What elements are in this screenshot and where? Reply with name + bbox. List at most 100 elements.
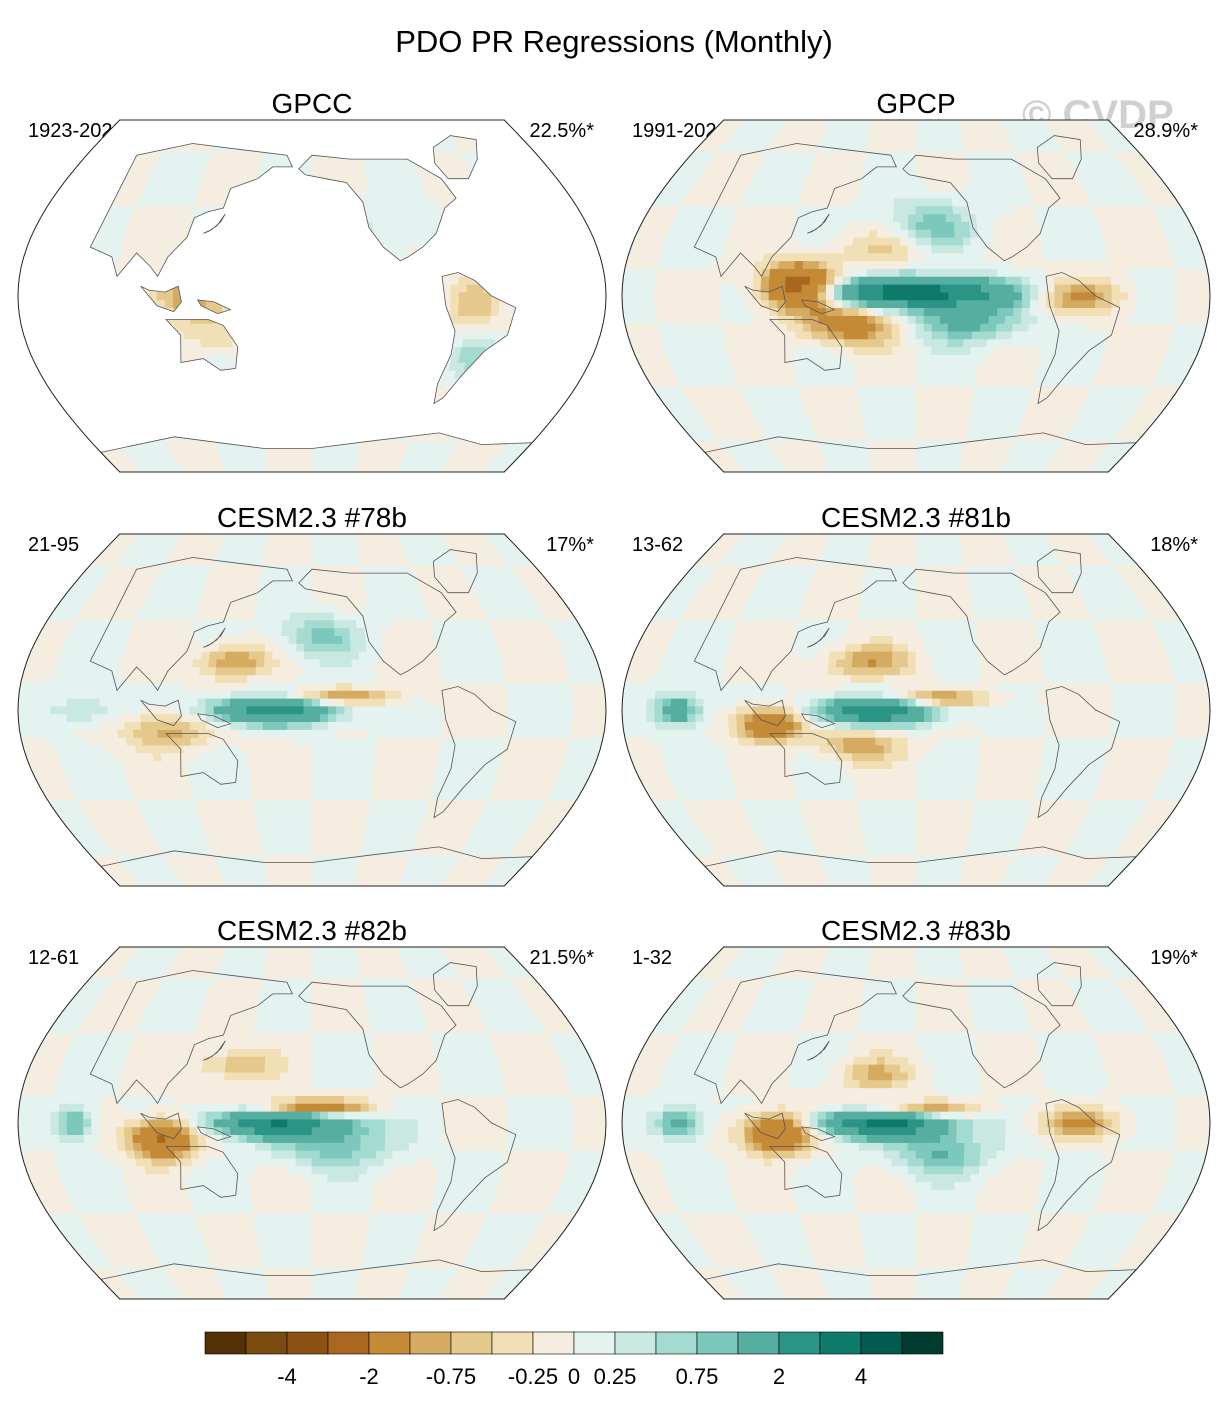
field-cell <box>646 307 657 316</box>
field-cell <box>835 330 845 340</box>
field-cell <box>842 299 852 308</box>
field-cell <box>817 284 827 293</box>
field-cell <box>867 338 877 348</box>
field-cell <box>997 284 1007 293</box>
field-cell <box>278 158 287 168</box>
field-cell <box>654 291 664 301</box>
field-cell <box>801 291 811 301</box>
field-cell <box>883 323 893 332</box>
field-cell <box>311 463 318 472</box>
field-cell <box>331 166 340 176</box>
field-cell <box>863 377 873 387</box>
field-cell <box>466 291 476 301</box>
field-cell <box>894 393 903 402</box>
field-cell <box>923 291 933 301</box>
field-cell <box>834 291 843 301</box>
field-cell <box>695 291 704 301</box>
field-cell <box>481 315 492 324</box>
field-cell <box>967 377 977 387</box>
field-cell <box>883 338 893 348</box>
field-cell <box>964 291 974 301</box>
field-cell <box>842 315 852 324</box>
field-cell <box>1152 291 1162 301</box>
field-cell <box>877 370 887 379</box>
field-cell <box>972 315 982 324</box>
field-cell <box>884 362 894 371</box>
field-cell <box>1001 346 1012 355</box>
field-cell <box>1101 315 1112 324</box>
field-cell <box>968 362 979 371</box>
field-cell <box>931 323 941 332</box>
field-cell <box>842 291 851 301</box>
field-cell <box>1159 307 1170 316</box>
field-cell <box>318 158 326 168</box>
field-cell <box>939 330 949 340</box>
field-cell <box>496 323 507 332</box>
field-cell <box>907 291 917 301</box>
field-cell <box>1176 299 1186 308</box>
field-cell <box>945 377 954 387</box>
field-cell <box>928 424 936 434</box>
field-cell <box>956 307 966 316</box>
field-cell <box>405 237 416 246</box>
field-cell <box>450 284 460 293</box>
field-cell <box>671 307 681 316</box>
field-cell <box>986 338 997 348</box>
field-cell <box>736 307 746 316</box>
field-cell <box>630 276 641 285</box>
field-cell <box>311 448 319 457</box>
field-cell <box>909 440 917 449</box>
field-cell <box>848 377 858 387</box>
field-cell <box>705 323 716 332</box>
field-cell <box>950 401 959 410</box>
field-cell <box>923 338 933 348</box>
field-cell <box>785 299 795 308</box>
field-cell <box>956 291 966 301</box>
field-cell <box>883 432 892 441</box>
field-cell <box>923 362 932 371</box>
field-cell <box>695 299 705 308</box>
field-cell <box>946 346 956 355</box>
field-cell <box>850 315 860 324</box>
field-cell <box>997 299 1007 308</box>
field-cell <box>183 330 193 340</box>
field-cell <box>994 338 1005 348</box>
field-cell <box>631 315 642 324</box>
field-cell <box>874 409 883 418</box>
field-cell <box>223 338 234 348</box>
field-cell <box>215 330 225 340</box>
field-cell <box>768 299 778 308</box>
field-cell <box>1018 338 1028 348</box>
field-cell <box>1037 299 1047 308</box>
field-cell <box>988 315 998 324</box>
field-cell <box>915 299 925 308</box>
field-cell <box>207 330 217 340</box>
field-cell <box>898 463 906 472</box>
field-cell <box>1059 330 1070 340</box>
field-cell <box>1021 299 1031 308</box>
field-cell <box>322 456 330 465</box>
field-cell <box>970 346 980 355</box>
field-cell <box>305 456 313 465</box>
field-cell <box>866 284 876 293</box>
field-cell <box>961 354 972 363</box>
field-cell <box>646 291 655 301</box>
field-cell <box>947 330 957 340</box>
field-cell <box>865 393 875 402</box>
field-cell <box>878 377 887 387</box>
field-cell <box>1054 299 1064 308</box>
field-cell <box>847 370 857 379</box>
field-cell <box>868 354 878 363</box>
field-cell <box>1013 291 1023 301</box>
field-cell <box>915 370 924 379</box>
field-cell <box>622 299 632 308</box>
field-cell <box>899 330 909 340</box>
field-cell <box>932 299 941 308</box>
field-cell <box>943 401 952 410</box>
field-cell <box>882 416 891 426</box>
field-cell <box>892 456 900 465</box>
field-cell <box>1061 315 1071 324</box>
field-cell <box>1029 299 1039 308</box>
field-cell <box>777 307 787 316</box>
field-cell <box>915 323 925 332</box>
